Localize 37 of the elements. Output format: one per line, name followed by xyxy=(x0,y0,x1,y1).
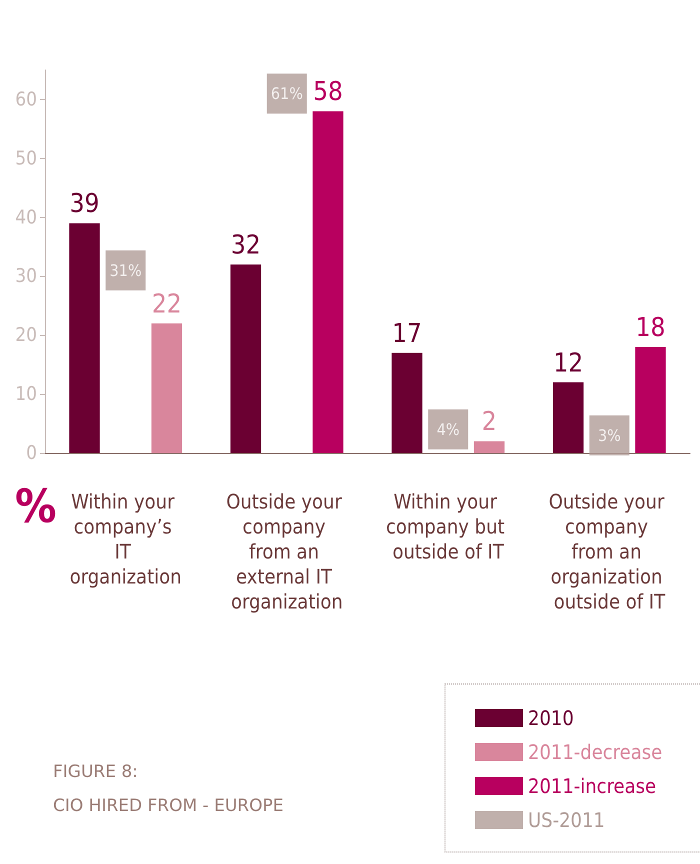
bar xyxy=(151,323,182,453)
text: FIGURE 8: CIO HIRED FROM - EUROPE xyxy=(53,762,284,816)
bar xyxy=(69,223,100,453)
data-label: 17 xyxy=(392,318,422,349)
y-tick-label: 50 xyxy=(15,147,37,170)
data-label: 39 xyxy=(70,189,100,220)
bar xyxy=(392,352,422,453)
bar xyxy=(474,441,505,453)
data-label: 12 xyxy=(553,348,584,378)
y-tick-label: 20 xyxy=(15,324,37,346)
x-tick-label: Within your company’s IT organization xyxy=(70,490,182,588)
y-tick-label: 0 xyxy=(26,442,37,464)
data-label: 2 xyxy=(482,407,497,438)
data-label: 31% xyxy=(110,260,142,280)
y-tick-label: 30 xyxy=(15,265,37,288)
bar xyxy=(230,264,262,453)
legend-label: US-2011 xyxy=(528,808,605,832)
y-axis-title: % xyxy=(15,479,56,533)
x-tick-label: Outside your company from an organization outside of IT xyxy=(548,490,670,614)
y-tick-label: 40 xyxy=(15,206,37,228)
bar xyxy=(312,111,344,453)
legend-label: 2011-increase xyxy=(528,774,656,798)
data-label: 18 xyxy=(636,312,666,343)
data-label: 58 xyxy=(313,77,343,108)
data-label: 3% xyxy=(598,426,621,445)
y-tick-label: 60 xyxy=(15,88,37,110)
legend-label: 2011-decrease xyxy=(528,740,662,764)
data-label: 4% xyxy=(436,420,460,439)
y-tick-label: 10 xyxy=(15,383,37,406)
bar xyxy=(635,346,666,453)
x-tick-label: Within your company but outside of IT xyxy=(386,490,510,564)
data-label: 61% xyxy=(270,84,303,104)
x-tick-label: Outside your company from an external IT organization xyxy=(226,490,348,614)
data-label: 22 xyxy=(152,289,182,320)
bar xyxy=(552,382,584,453)
data-label: 32 xyxy=(230,230,261,260)
legend-label: 2010 xyxy=(528,706,574,730)
